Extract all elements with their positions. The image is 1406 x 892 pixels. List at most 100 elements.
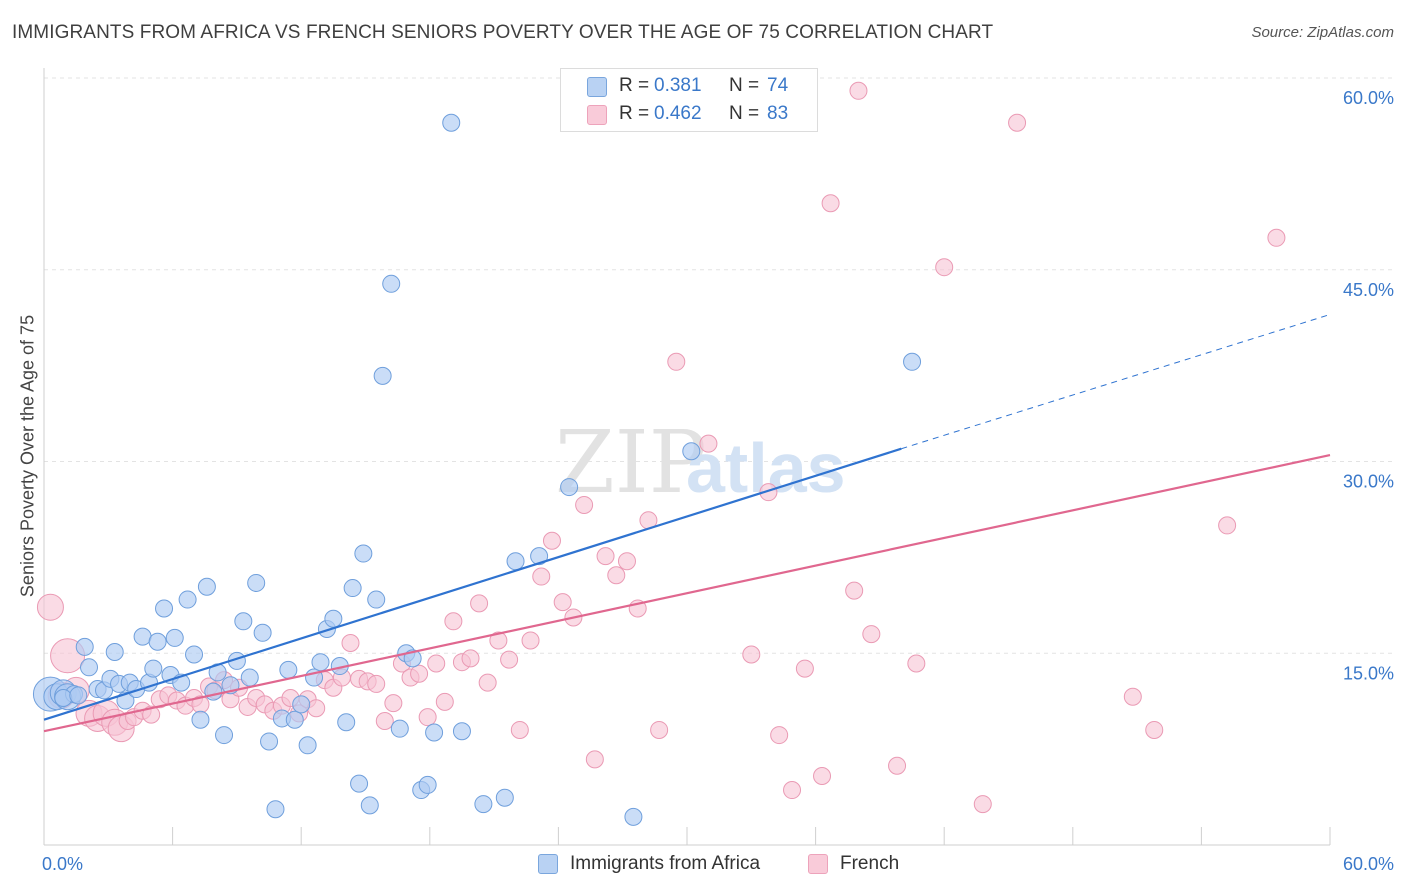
data-point-africa	[360, 796, 379, 815]
data-point-africa	[240, 668, 259, 687]
data-point-africa	[367, 590, 386, 609]
data-point-french	[667, 352, 686, 371]
axes	[43, 68, 1331, 846]
data-point-french	[888, 756, 907, 775]
data-point-africa	[425, 723, 444, 742]
data-point-french	[444, 612, 463, 631]
data-point-french	[142, 705, 161, 724]
data-point-africa	[266, 800, 285, 819]
x-tick-label: 60.0%	[1343, 854, 1394, 874]
data-point-french	[542, 531, 561, 550]
data-point-french	[461, 649, 480, 668]
data-point-africa	[279, 660, 298, 679]
chart-title: IMMIGRANTS FROM AFRICA VS FRENCH SENIORS…	[12, 22, 994, 43]
legend-r-label: R =	[619, 103, 650, 124]
data-point-french	[489, 631, 508, 650]
data-point-africa	[155, 599, 174, 618]
watermark-zip: ZIP	[555, 413, 707, 513]
data-point-africa	[234, 612, 253, 631]
grid-lines	[44, 77, 1394, 654]
data-point-africa	[530, 547, 549, 566]
y-tick-label: 30.0%	[1343, 472, 1394, 492]
legend-n-value-africa: 74	[767, 75, 789, 96]
data-point-french	[36, 593, 64, 621]
tick-labels: 15.0% 30.0% 45.0% 60.0% 0.0% 60.0%	[42, 88, 1394, 874]
data-point-africa	[474, 795, 493, 814]
data-point-africa	[337, 713, 356, 732]
data-point-french	[849, 81, 868, 100]
data-point-french	[596, 547, 615, 566]
data-point-french	[845, 581, 864, 600]
data-point-french	[617, 552, 636, 571]
data-point-french	[575, 495, 594, 514]
data-point-africa	[204, 682, 223, 701]
data-point-africa	[105, 642, 124, 661]
bottom-legend-label-french: French	[840, 853, 900, 874]
data-point-africa	[373, 366, 392, 385]
data-point-french	[470, 594, 489, 613]
data-point-africa	[560, 478, 579, 497]
data-point-french	[410, 664, 429, 683]
data-point-africa	[75, 637, 94, 656]
data-point-africa	[354, 544, 373, 563]
bottom-legend-swatch-africa	[538, 854, 558, 874]
legend-n-label: N =	[729, 103, 760, 124]
trend-line-french	[43, 454, 1331, 733]
data-point-africa	[343, 579, 362, 598]
data-point-africa	[403, 649, 422, 668]
data-point-french	[759, 483, 778, 502]
data-point-africa	[292, 695, 311, 714]
legend: R = 0.381 N = 74 R = 0.462 N = 83	[560, 68, 818, 132]
legend-r-value-french: 0.462	[654, 103, 702, 124]
data-point-africa	[452, 722, 471, 741]
data-point-africa	[390, 719, 409, 738]
data-point-french	[478, 673, 497, 692]
x-tick-label: 0.0%	[42, 854, 83, 874]
data-point-french	[500, 650, 519, 669]
data-point-french	[341, 634, 360, 653]
legend-r-value-africa: 0.381	[654, 75, 702, 96]
data-point-french	[813, 766, 832, 785]
data-point-french	[510, 720, 529, 739]
source-label: Source: ZipAtlas.com	[1251, 24, 1394, 41]
legend-r-label: R =	[619, 75, 650, 96]
data-point-french	[770, 726, 789, 745]
trend-line-africa-extension	[901, 314, 1331, 450]
data-point-africa	[178, 590, 197, 609]
data-point-french	[521, 631, 540, 650]
data-point-french	[742, 645, 761, 664]
data-point-french	[973, 795, 992, 814]
data-point-french	[862, 625, 881, 644]
data-point-french	[427, 654, 446, 673]
y-tick-label: 60.0%	[1343, 88, 1394, 108]
data-point-africa	[418, 775, 437, 794]
legend-row-africa: R = 0.381 N = 74	[561, 73, 817, 99]
data-point-africa	[80, 658, 99, 677]
data-point-africa	[247, 573, 266, 592]
data-point-africa	[298, 736, 317, 755]
data-point-africa	[624, 807, 643, 826]
data-point-french	[1145, 720, 1164, 739]
legend-n-label: N =	[729, 75, 760, 96]
data-point-french	[367, 674, 386, 693]
data-point-africa	[197, 577, 216, 596]
y-tick-label: 15.0%	[1343, 663, 1394, 683]
bottom-legend-label-africa: Immigrants from Africa	[570, 853, 761, 874]
data-point-french	[650, 720, 669, 739]
data-point-french	[1123, 687, 1142, 706]
data-point-africa	[144, 659, 163, 678]
data-point-french	[1218, 516, 1237, 535]
africa-points	[32, 113, 922, 826]
data-point-africa	[54, 688, 73, 707]
data-point-french	[1008, 113, 1027, 132]
data-point-africa	[311, 653, 330, 672]
data-point-africa	[382, 274, 401, 293]
data-point-french	[821, 194, 840, 213]
data-point-africa	[350, 774, 369, 793]
data-point-africa	[185, 645, 204, 664]
data-point-africa	[506, 552, 525, 571]
data-point-french	[907, 654, 926, 673]
data-point-africa	[215, 726, 234, 745]
data-point-africa	[442, 113, 461, 132]
